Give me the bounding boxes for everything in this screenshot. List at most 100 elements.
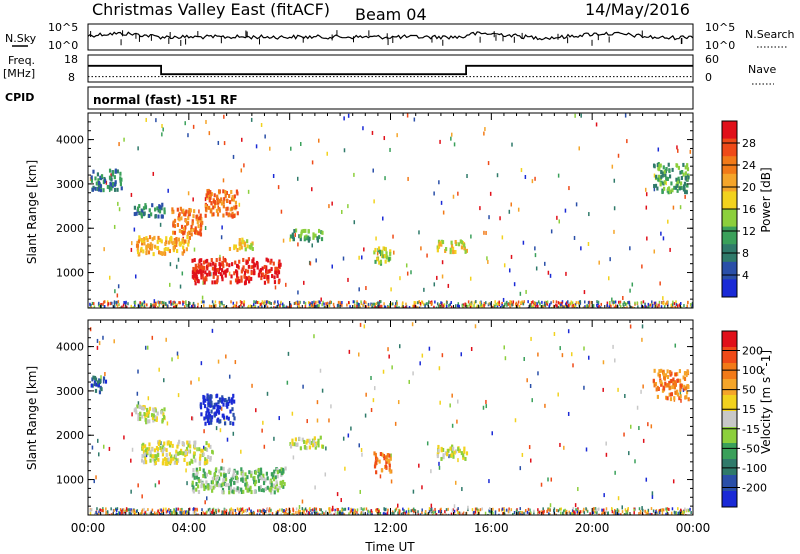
- ground-scatter-cell: [636, 301, 639, 305]
- scatter-cell: [413, 117, 416, 122]
- echo-cell: [176, 222, 180, 227]
- ground-scatter-cell: [512, 300, 515, 304]
- ground-scatter-cell: [568, 303, 571, 307]
- ground-scatter-cell: [396, 306, 398, 308]
- scatter-cell: [612, 344, 614, 349]
- ground-scatter-cell: [449, 302, 451, 306]
- nave-tick-bottom: 0: [705, 71, 712, 84]
- ground-scatter-cell: [573, 510, 575, 514]
- ground-scatter-cell: [555, 303, 557, 307]
- scatter-cell: [382, 369, 385, 374]
- ground-scatter-cell: [214, 510, 217, 514]
- ground-scatter-cell: [578, 302, 580, 306]
- ground-scatter-cell: [496, 301, 499, 305]
- echo-cell: [178, 217, 181, 222]
- echo-cell: [305, 446, 308, 451]
- ground-scatter-cell: [563, 306, 565, 308]
- echo-cell: [151, 243, 154, 248]
- scatter-cell: [226, 437, 229, 442]
- echo-cell: [148, 243, 151, 248]
- ground-scatter-cell: [458, 304, 460, 308]
- ground-scatter-cell: [246, 508, 249, 512]
- echo-cell: [276, 488, 280, 493]
- scatter-cell: [427, 302, 429, 307]
- scatter-cell: [131, 447, 134, 452]
- scatter-cell: [605, 441, 607, 446]
- echo-cell: [656, 186, 659, 191]
- scatter-cell: [645, 477, 648, 482]
- ground-scatter-cell: [217, 507, 220, 511]
- echo-cell: [388, 453, 391, 458]
- scatter-cell: [657, 147, 660, 152]
- ground-scatter-cell: [242, 509, 245, 513]
- echo-cell: [210, 420, 213, 425]
- ground-scatter-cell: [304, 513, 307, 515]
- echo-cell: [182, 208, 185, 213]
- scatter-cell: [311, 243, 313, 248]
- ground-scatter-cell: [155, 513, 158, 515]
- y-tick-label: 2000: [56, 222, 84, 235]
- echo-cell: [133, 212, 136, 217]
- echo-cell: [141, 239, 144, 244]
- echo-cell: [232, 393, 235, 398]
- ground-scatter-cell: [445, 513, 447, 515]
- ground-scatter-cell: [93, 305, 96, 308]
- ground-scatter-cell: [115, 508, 118, 512]
- echo-cell: [205, 272, 209, 277]
- ground-scatter-cell: [275, 510, 278, 514]
- scatter-cell: [501, 235, 504, 240]
- echo-cell: [686, 163, 689, 168]
- echo-cell: [98, 390, 102, 395]
- ground-scatter-cell: [375, 306, 378, 308]
- echo-cell: [204, 270, 207, 275]
- echo-cell: [221, 260, 224, 265]
- scatter-cell: [508, 209, 511, 214]
- echo-cell: [144, 456, 147, 461]
- ground-scatter-cell: [165, 302, 167, 306]
- scatter-cell: [328, 418, 330, 423]
- scatter-cell: [220, 235, 223, 240]
- scatter-cell: [433, 191, 435, 196]
- ground-scatter-cell: [677, 304, 679, 308]
- ground-scatter-cell: [437, 305, 440, 308]
- scatter-cell: [118, 207, 121, 212]
- echo-cell: [102, 188, 105, 193]
- scatter-cell: [629, 246, 631, 251]
- scatter-cell: [297, 242, 299, 247]
- ground-scatter-cell: [656, 511, 658, 515]
- echo-cell: [664, 173, 667, 178]
- ground-scatter-cell: [462, 304, 464, 308]
- ground-scatter-cell: [369, 510, 371, 514]
- ground-scatter-cell: [202, 300, 204, 304]
- echo-cell: [258, 475, 262, 480]
- ground-scatter-cell: [567, 303, 570, 307]
- echo-cell: [246, 475, 249, 480]
- scatter-cell: [575, 202, 578, 207]
- ground-scatter-cell: [212, 513, 214, 515]
- echo-cell: [222, 204, 225, 209]
- n-search-tick-bottom: 10^0: [705, 39, 735, 52]
- echo-cell: [137, 417, 140, 422]
- echo-cell: [175, 239, 178, 244]
- echo-cell: [234, 244, 237, 249]
- echo-cell: [220, 483, 223, 488]
- echo-cell: [312, 232, 315, 237]
- ground-scatter-cell: [206, 510, 208, 514]
- echo-cell: [210, 403, 213, 408]
- scatter-cell: [629, 324, 632, 329]
- scatter-cell: [215, 426, 218, 431]
- echo-cell: [232, 421, 235, 426]
- echo-cell: [195, 275, 198, 280]
- echo-cell: [229, 409, 232, 414]
- ground-scatter-cell: [628, 302, 631, 306]
- ground-scatter-cell: [660, 305, 663, 308]
- echo-cell: [680, 176, 683, 181]
- echo-cell: [172, 230, 175, 235]
- ground-scatter-cell: [407, 507, 410, 511]
- power-x-ticks: [87, 113, 694, 308]
- echo-cell: [385, 455, 388, 460]
- ground-scatter-cell: [440, 301, 442, 305]
- echo-cell: [276, 274, 279, 279]
- scatter-cell: [598, 260, 600, 265]
- ground-scatter-cell: [228, 511, 231, 515]
